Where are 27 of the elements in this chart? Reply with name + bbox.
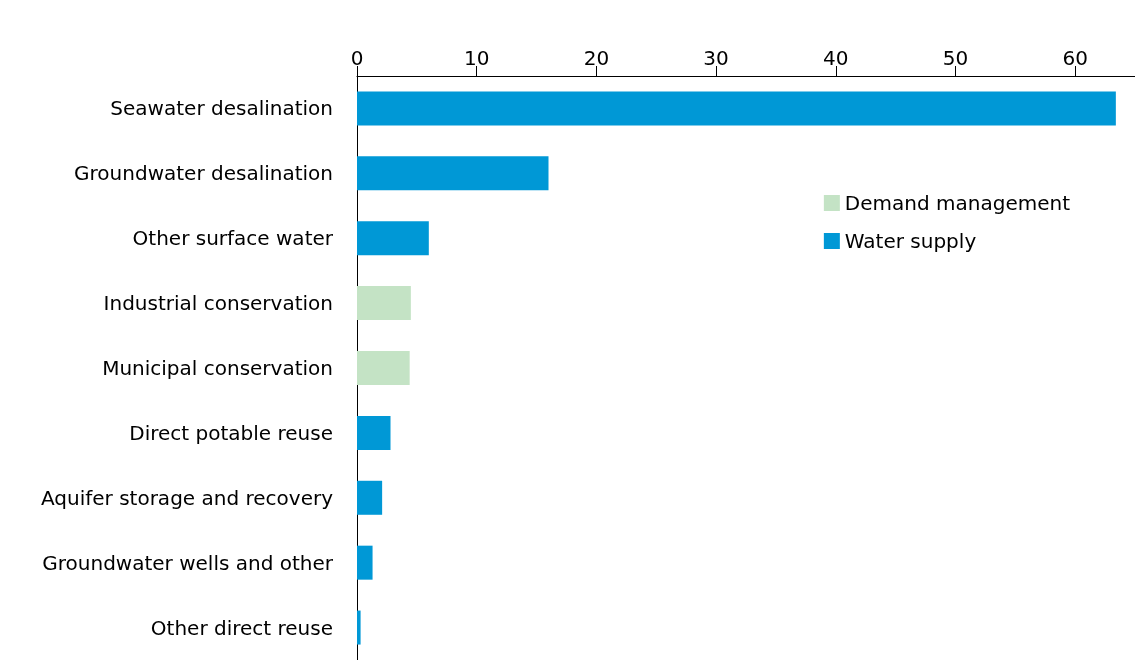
x-tick-label: 50 (942, 46, 969, 70)
bar (357, 545, 373, 580)
bar (357, 156, 549, 191)
bar (357, 480, 383, 515)
y-tick-label: Other direct reuse (150, 615, 333, 640)
legend-label: Water supply (844, 229, 977, 253)
x-tick-label: 40 (823, 46, 849, 70)
x-tick-label: 30 (703, 46, 729, 70)
y-tick-label: Groundwater desalination (74, 161, 333, 186)
bar (357, 415, 391, 450)
y-tick-label: Other surface water (132, 226, 334, 251)
x-tick-label: 60 (1062, 46, 1088, 70)
y-tick-label: Seawater desalination (110, 96, 333, 121)
y-tick-label: Groundwater wells and other (42, 550, 334, 575)
bar (357, 286, 411, 321)
x-tick-label: 0 (350, 46, 364, 70)
x-tick-label: 20 (583, 46, 610, 70)
y-tick-label: Direct potable reuse (129, 420, 333, 445)
bar (357, 221, 429, 256)
legend-label: Demand management (844, 191, 1071, 215)
bar (357, 610, 361, 645)
y-tick-label: Aquifer storage and recovery (40, 485, 334, 510)
x-tick-label: 10 (463, 46, 490, 70)
y-tick-label: Municipal conservation (102, 356, 333, 380)
bar (357, 91, 1116, 126)
bar (357, 351, 410, 385)
y-tick-label: Industrial conservation (103, 291, 333, 316)
